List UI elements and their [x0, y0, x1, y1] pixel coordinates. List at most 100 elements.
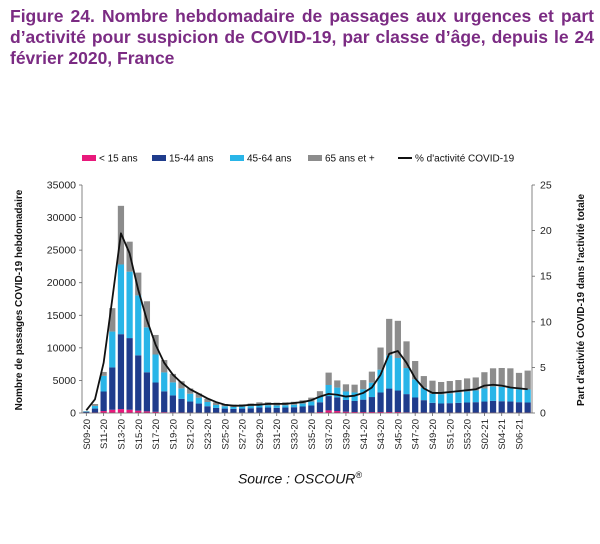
- bar-segment: [256, 405, 263, 408]
- bar-segment: [143, 372, 151, 412]
- bar-segment: [394, 390, 401, 413]
- bar-segment: [109, 308, 116, 332]
- bar-segment: [195, 397, 202, 404]
- x-tick-label: S19-20: [168, 419, 179, 450]
- bar-segment: [169, 373, 176, 383]
- bar-segment: [117, 409, 125, 413]
- bar-segment: [195, 393, 202, 398]
- bar-segment: [143, 411, 151, 413]
- y-axis-left: 0 5000 10000 15000 20000 25000 30000 35000: [47, 180, 83, 420]
- bar-segment: [498, 367, 505, 387]
- bar-segment: [187, 388, 194, 394]
- bar-segment: [264, 405, 272, 408]
- bar-segment: [316, 391, 324, 397]
- bar-segment: [100, 371, 107, 376]
- legend: < 15 ans 15-44 ans 45-64 ans 65 ans et + % d…: [82, 154, 515, 165]
- bar-segment: [187, 401, 194, 413]
- bar-segment: [299, 403, 306, 407]
- bar-segment: [100, 411, 107, 413]
- bar-segment: [169, 395, 176, 413]
- y2-tick-label: 5: [540, 362, 546, 374]
- bar-segment: [238, 408, 246, 413]
- bar-segment: [299, 406, 306, 413]
- bar-segment: [161, 391, 168, 413]
- bars: [83, 205, 531, 413]
- bar-segment: [109, 331, 116, 368]
- bar-segment: [481, 401, 488, 413]
- bar-segment: [152, 382, 159, 412]
- bar-segment: [420, 387, 427, 401]
- bar-segment: [386, 355, 393, 389]
- bar-segment: [455, 402, 462, 413]
- bar-segment: [152, 411, 159, 413]
- legend-swatch: [82, 155, 96, 161]
- bar-segment: [489, 368, 497, 387]
- bar-segment: [420, 400, 427, 413]
- bar-segment: [472, 377, 479, 391]
- bar-segment: [429, 402, 436, 413]
- x-tick-label: S35-20: [307, 419, 318, 450]
- bar-segment: [316, 412, 324, 413]
- x-tick-label: S09-20: [82, 419, 93, 450]
- x-tick-label: S47-20: [411, 419, 422, 450]
- bar-segment: [507, 401, 514, 413]
- bar-segment: [221, 406, 228, 409]
- bar-segment: [117, 264, 125, 335]
- bar-segment: [316, 396, 324, 403]
- bar-segment: [126, 271, 133, 339]
- bar-segment: [161, 412, 168, 413]
- x-tick-label: S31-20: [272, 419, 283, 450]
- bar-segment: [412, 361, 419, 380]
- bar-segment: [515, 389, 523, 403]
- chart: < 15 ans 15-44 ans 45-64 ans 65 ans et + % d…: [14, 154, 587, 450]
- bar-segment: [438, 394, 445, 404]
- bar-segment: [325, 410, 332, 413]
- bar-segment: [394, 412, 401, 413]
- bar-segment: [290, 407, 298, 413]
- bar-segment: [368, 397, 376, 413]
- bar-segment: [325, 396, 332, 411]
- bar-segment: [334, 380, 341, 388]
- bar-segment: [515, 402, 523, 413]
- bar-segment: [360, 380, 367, 390]
- bar-segment: [187, 393, 194, 402]
- bar-segment: [507, 368, 514, 388]
- legend-swatch: [308, 155, 322, 161]
- line-series: [85, 232, 528, 411]
- bar-segment: [351, 412, 358, 413]
- bar-segment: [386, 412, 393, 413]
- bar-segment: [230, 408, 237, 413]
- bar-segment: [126, 409, 133, 413]
- bar-segment: [135, 355, 142, 411]
- bar-segment: [178, 388, 185, 399]
- bar-segment: [169, 382, 176, 396]
- bar-segment: [143, 301, 151, 328]
- bar-segment: [204, 406, 211, 413]
- bar-segment: [126, 338, 133, 410]
- bar-segment: [135, 410, 142, 413]
- bar-segment: [463, 402, 471, 413]
- x-tick-label: S37-20: [324, 419, 335, 450]
- bar-segment: [342, 384, 350, 392]
- x-tick-label: S49-20: [428, 419, 439, 450]
- bar-segment: [472, 402, 479, 413]
- bar-segment: [524, 402, 531, 413]
- x-tick-label: S02-21: [480, 419, 491, 450]
- source-note: Source : OSCOUR®: [0, 470, 600, 487]
- legend-swatch: [152, 155, 166, 161]
- y-tick-label: 25000: [47, 245, 76, 257]
- bar-segment: [489, 386, 497, 401]
- bar-segment: [420, 376, 427, 388]
- bar-segment: [438, 381, 445, 395]
- bar-segment: [83, 411, 90, 413]
- bar-segment: [135, 272, 142, 296]
- y2-tick-label: 20: [540, 225, 552, 237]
- y-axis-right: 0 5 10 15 20 25: [531, 180, 552, 420]
- bar-segment: [100, 391, 107, 412]
- x-tick-label: S51-20: [445, 419, 456, 450]
- x-axis: S09-20 S11-20 S13-20 S15-20 S17-20 S19-20 S21-…: [82, 412, 532, 450]
- bar-segment: [204, 398, 211, 402]
- bar-segment: [334, 411, 341, 413]
- bar-segment: [403, 368, 410, 395]
- bar-segment: [377, 392, 384, 413]
